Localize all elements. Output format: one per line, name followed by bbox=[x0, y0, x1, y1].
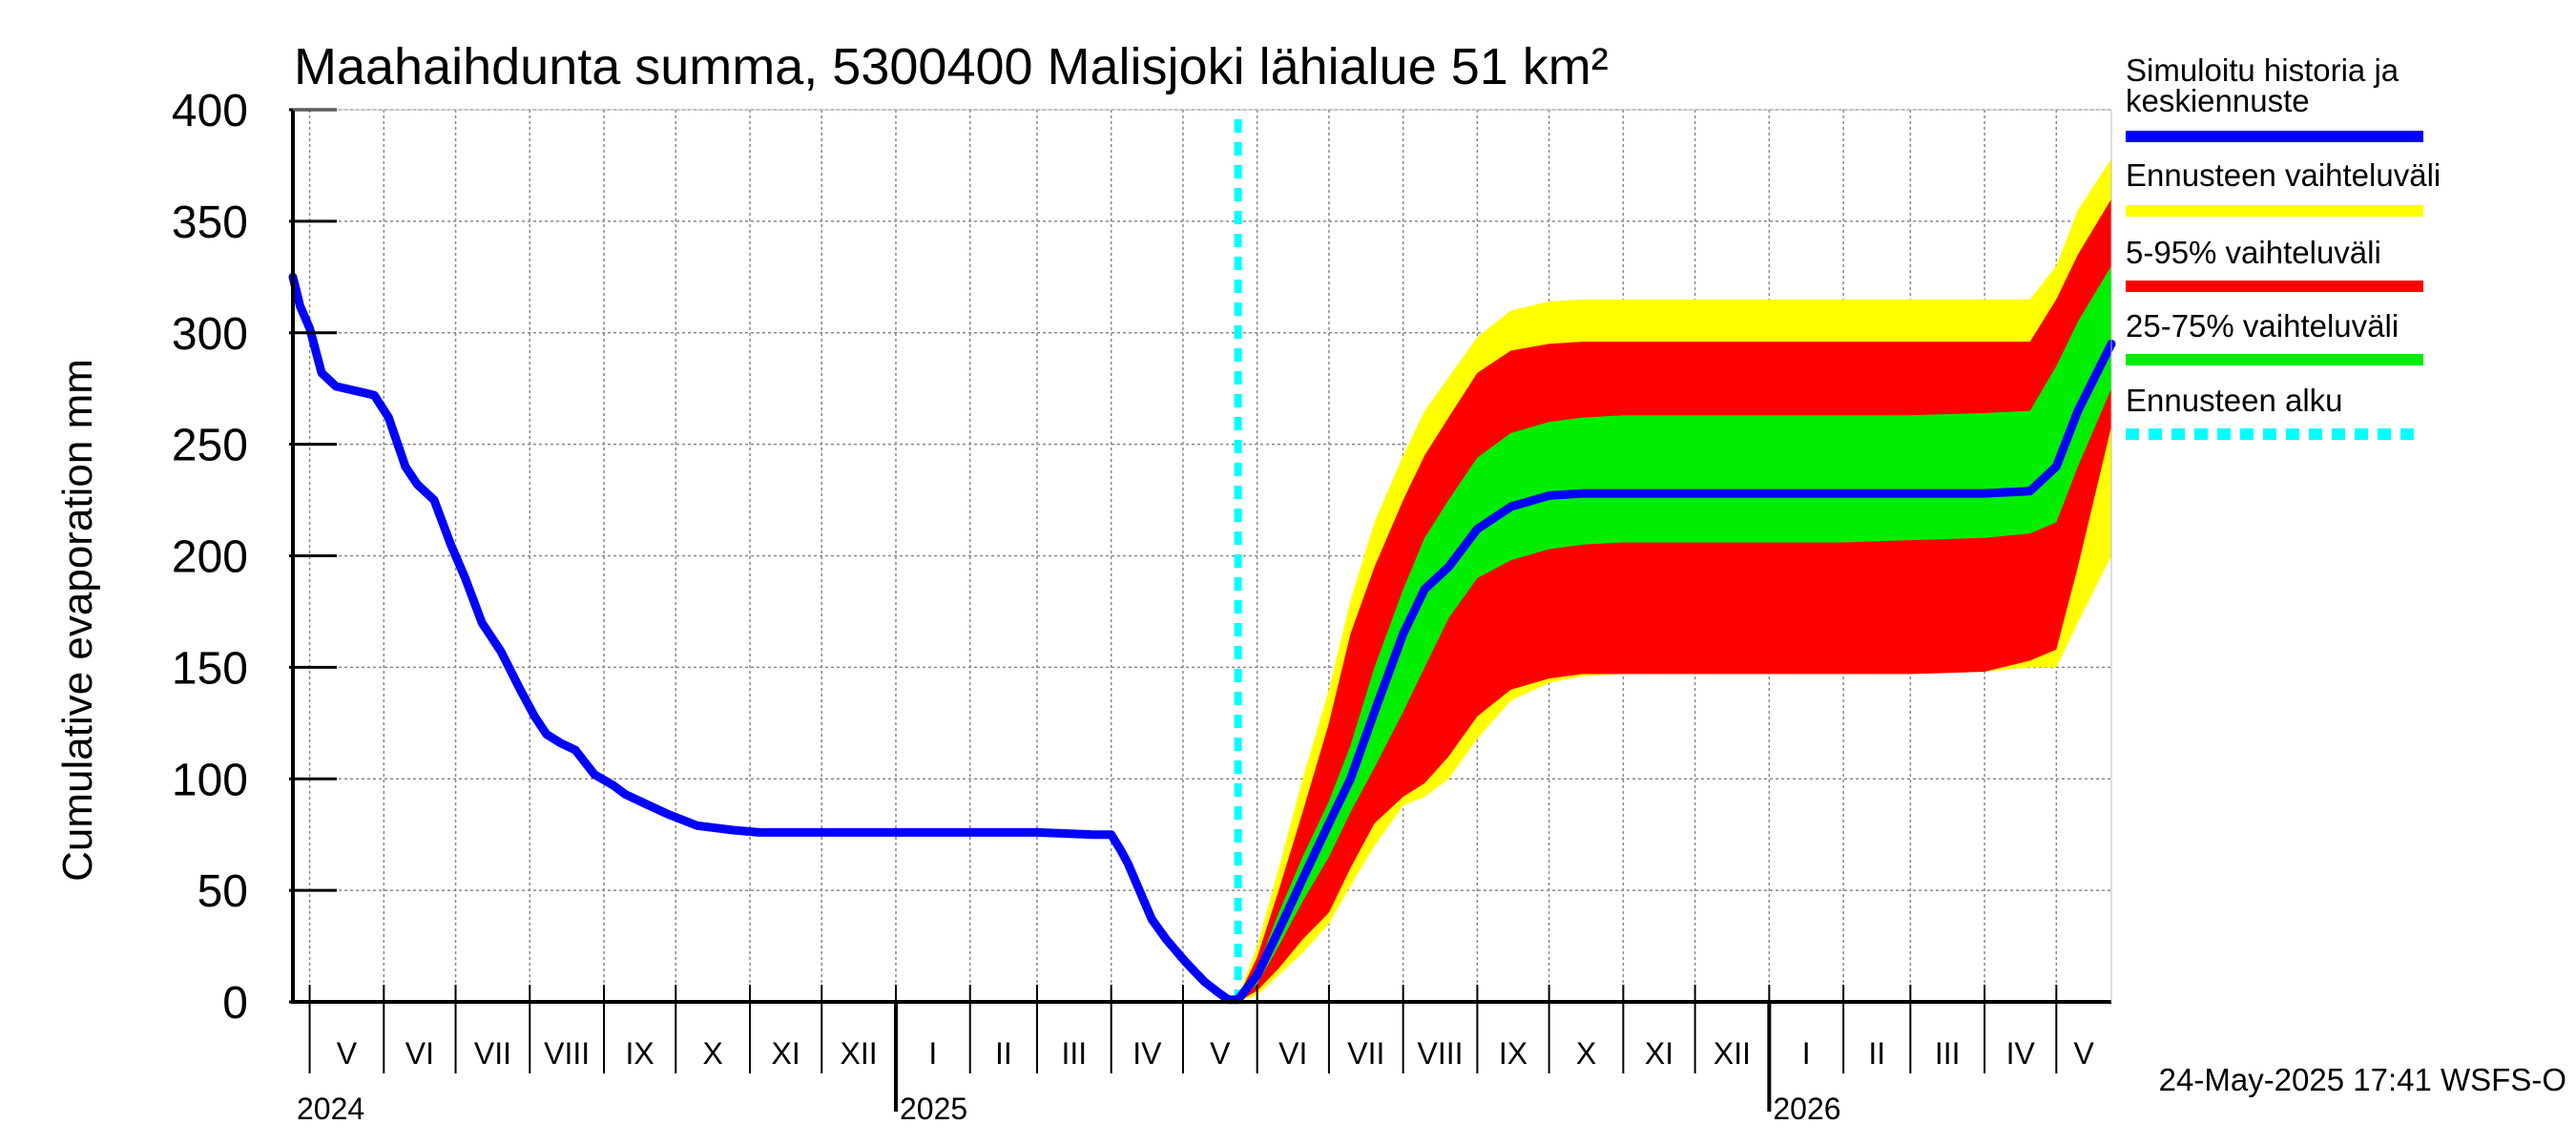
month-label: II bbox=[995, 1036, 1012, 1071]
history-line bbox=[288, 272, 1243, 1005]
month-label: VI bbox=[405, 1036, 434, 1071]
month-label: II bbox=[1868, 1036, 1885, 1071]
band-25-75-vaihteluv-li bbox=[1237, 265, 2111, 1003]
band-5-95-vaihteluv-li bbox=[1237, 198, 2111, 1002]
month-label: IX bbox=[1499, 1036, 1527, 1071]
legend-label: keskiennuste bbox=[2126, 83, 2310, 118]
y-tick-label: 250 bbox=[172, 421, 248, 471]
median-line bbox=[1234, 339, 2116, 1005]
month-label: XII bbox=[1714, 1036, 1751, 1071]
y-tick-label: 0 bbox=[222, 978, 248, 1029]
year-label: 2026 bbox=[1773, 1092, 1840, 1126]
month-label: VI bbox=[1278, 1036, 1307, 1071]
month-label: XII bbox=[841, 1036, 878, 1071]
y-axis-label: Cumulative evaporation mm bbox=[54, 359, 101, 882]
month-label: I bbox=[1802, 1036, 1811, 1071]
month-label: VIII bbox=[1418, 1036, 1464, 1071]
month-label: III bbox=[1935, 1036, 1961, 1071]
timestamp-footer: 24-May-2025 17:41 WSFS-O bbox=[2159, 1062, 2566, 1097]
forecast-bands bbox=[1237, 158, 2111, 1003]
month-label: V bbox=[1210, 1036, 1231, 1071]
month-label: VII bbox=[1347, 1036, 1384, 1071]
y-tick-label: 100 bbox=[172, 755, 248, 805]
legend-label: 25-75% vaihteluväli bbox=[2126, 308, 2399, 344]
month-label: X bbox=[1576, 1036, 1596, 1071]
y-tick-label: 150 bbox=[172, 643, 248, 694]
legend-label: Simuloitu historia ja bbox=[2126, 52, 2399, 88]
y-tick-label: 400 bbox=[172, 86, 248, 136]
chart-title: Maahaihdunta summa, 5300400 Malisjoki lä… bbox=[294, 38, 1609, 95]
y-tick-label: 300 bbox=[172, 309, 248, 360]
month-label: XI bbox=[1645, 1036, 1673, 1071]
month-label: XI bbox=[772, 1036, 800, 1071]
legend-label: Ennusteen vaihteluväli bbox=[2126, 157, 2441, 193]
year-label: 2025 bbox=[900, 1092, 967, 1126]
month-label: I bbox=[928, 1036, 937, 1071]
year-label: 2024 bbox=[297, 1092, 364, 1126]
month-label: III bbox=[1061, 1036, 1087, 1071]
y-tick-label: 50 bbox=[197, 866, 248, 917]
month-label: VIII bbox=[544, 1036, 590, 1071]
legend-label: 5-95% vaihteluväli bbox=[2126, 235, 2381, 270]
series-lines bbox=[288, 119, 2116, 1005]
month-label: IV bbox=[1132, 1036, 1162, 1071]
legend-label: Ennusteen alku bbox=[2126, 383, 2343, 418]
month-label: X bbox=[702, 1036, 722, 1071]
month-label: V bbox=[2073, 1036, 2094, 1071]
y-tick-label: 200 bbox=[172, 532, 248, 583]
month-label: IX bbox=[626, 1036, 654, 1071]
month-label: V bbox=[337, 1036, 358, 1071]
month-label: VII bbox=[474, 1036, 511, 1071]
y-tick-label: 350 bbox=[172, 198, 248, 248]
month-label: IV bbox=[2006, 1036, 2036, 1071]
